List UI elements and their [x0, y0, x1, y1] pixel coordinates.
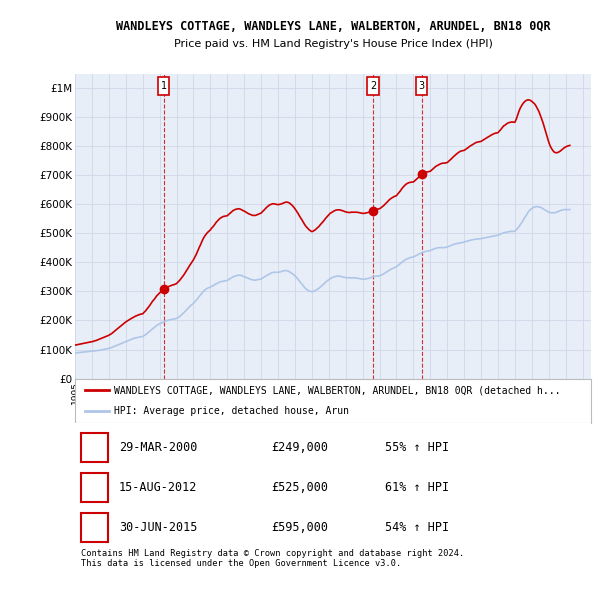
Text: 54% ↑ HPI: 54% ↑ HPI — [385, 521, 449, 534]
Text: 1: 1 — [161, 81, 167, 91]
Text: WANDLEYS COTTAGE, WANDLEYS LANE, WALBERTON, ARUNDEL, BN18 0QR: WANDLEYS COTTAGE, WANDLEYS LANE, WALBERT… — [116, 20, 550, 33]
Text: Price paid vs. HM Land Registry's House Price Index (HPI): Price paid vs. HM Land Registry's House … — [173, 40, 493, 49]
Text: 30-JUN-2015: 30-JUN-2015 — [119, 521, 197, 534]
Text: 2: 2 — [370, 81, 376, 91]
Text: 3: 3 — [91, 521, 98, 534]
FancyBboxPatch shape — [81, 473, 108, 502]
Text: 2: 2 — [91, 481, 98, 494]
FancyBboxPatch shape — [81, 513, 108, 542]
Text: 1: 1 — [91, 441, 98, 454]
Text: 61% ↑ HPI: 61% ↑ HPI — [385, 481, 449, 494]
FancyBboxPatch shape — [416, 77, 427, 95]
Text: £595,000: £595,000 — [271, 521, 328, 534]
FancyBboxPatch shape — [158, 77, 169, 95]
Text: Contains HM Land Registry data © Crown copyright and database right 2024.
This d: Contains HM Land Registry data © Crown c… — [81, 549, 464, 568]
Text: 15-AUG-2012: 15-AUG-2012 — [119, 481, 197, 494]
FancyBboxPatch shape — [367, 77, 379, 95]
Text: 3: 3 — [419, 81, 425, 91]
Text: HPI: Average price, detached house, Arun: HPI: Average price, detached house, Arun — [114, 406, 349, 416]
Text: £249,000: £249,000 — [271, 441, 328, 454]
FancyBboxPatch shape — [81, 432, 108, 462]
Text: £525,000: £525,000 — [271, 481, 328, 494]
Text: 29-MAR-2000: 29-MAR-2000 — [119, 441, 197, 454]
Text: WANDLEYS COTTAGE, WANDLEYS LANE, WALBERTON, ARUNDEL, BN18 0QR (detached h...: WANDLEYS COTTAGE, WANDLEYS LANE, WALBERT… — [114, 385, 560, 395]
Text: 55% ↑ HPI: 55% ↑ HPI — [385, 441, 449, 454]
